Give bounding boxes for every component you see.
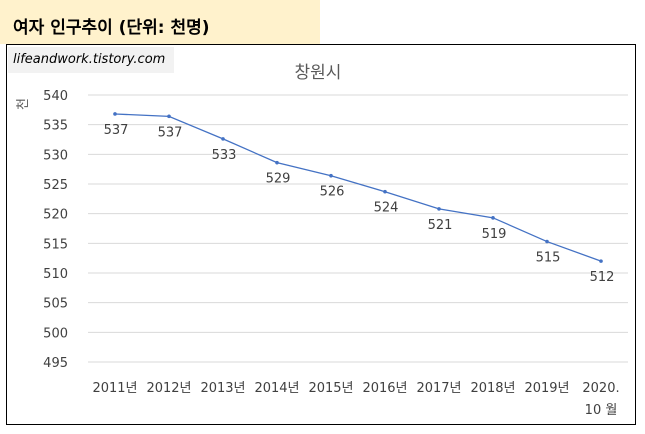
y-tick-label: 525 — [43, 178, 68, 193]
y-tick-label: 540 — [43, 89, 68, 104]
data-label: 526 — [320, 185, 345, 200]
data-point — [221, 137, 225, 141]
watermark-box — [8, 47, 174, 73]
data-point — [545, 239, 549, 244]
data-labels: 537 537 533 529 526 524 521 519 515 512 — [104, 123, 615, 285]
data-label: 512 — [590, 270, 615, 285]
header-bar — [0, 0, 320, 44]
y-tick-label: 530 — [43, 148, 68, 163]
y-axis-ticks: 540 535 530 525 520 515 510 505 500 495 — [43, 89, 68, 371]
data-label: 533 — [212, 148, 237, 163]
chart-title: 창원시 — [295, 63, 342, 83]
data-label: 519 — [482, 227, 507, 242]
data-label: 524 — [374, 201, 399, 216]
data-point — [113, 112, 117, 116]
series-line — [113, 112, 603, 263]
x-tick-label: 2012년 — [146, 381, 191, 396]
y-axis-label: 천 — [16, 98, 31, 110]
y-tick-label: 520 — [43, 208, 68, 223]
data-label: 537 — [104, 123, 129, 138]
x-tick-label: 2011년 — [92, 381, 137, 396]
y-tick-label: 495 — [43, 356, 68, 371]
x-tick-label: 2017년 — [416, 381, 461, 396]
x-tick-label: 2019년 — [524, 381, 569, 396]
series-line-0 — [114, 113, 602, 262]
x-axis-ticks: 2011년 2012년 2013년 2014년 2015년 2016년 2017년 2018년… — [92, 381, 619, 418]
data-label: 515 — [536, 251, 561, 266]
y-tick-label: 515 — [43, 237, 68, 252]
data-point — [599, 259, 603, 263]
x-tick-label: 2013년 — [200, 381, 245, 396]
data-point — [329, 173, 333, 178]
y-tick-label: 510 — [43, 267, 68, 282]
data-point — [275, 160, 279, 165]
x-tick-label: 2014년 — [254, 381, 299, 396]
data-point — [491, 216, 495, 220]
y-tick-label: 505 — [43, 297, 68, 312]
data-point — [437, 207, 441, 211]
gridlines — [88, 94, 628, 363]
data-label: 529 — [266, 172, 291, 187]
data-point — [383, 189, 387, 194]
data-label: 537 — [158, 125, 183, 140]
watermark-text: lifeandwork.tistory.com — [13, 52, 166, 67]
y-tick-label: 500 — [43, 326, 68, 341]
x-tick-label: 2016년 — [362, 381, 407, 396]
data-label: 521 — [428, 218, 453, 233]
y-tick-label: 535 — [43, 119, 68, 134]
x-tick-label: 2018년 — [470, 381, 515, 396]
x-tick-label: 2020. 10 월 — [582, 381, 619, 418]
data-point — [167, 114, 171, 119]
x-tick-label: 2015년 — [308, 381, 353, 396]
page-title: 여자 인구추이 (단위: 천명) — [13, 18, 210, 38]
